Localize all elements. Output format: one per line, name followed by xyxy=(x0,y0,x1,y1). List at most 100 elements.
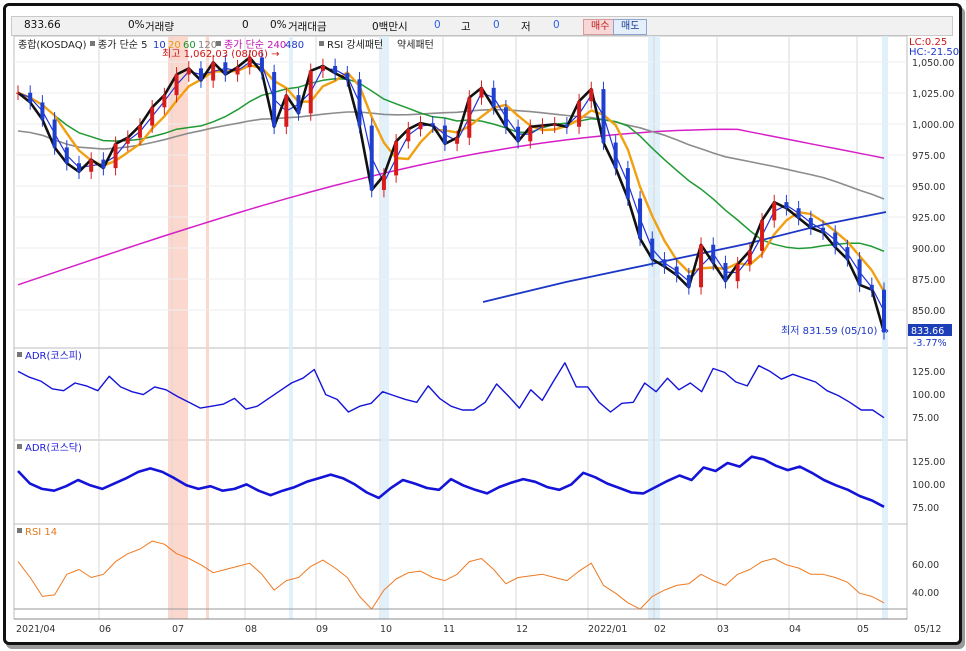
ma240-legend: 종가 단순 240 xyxy=(224,39,286,51)
price-ytick: 850.00 xyxy=(912,306,945,317)
candle-body xyxy=(137,125,142,138)
oscillator-lines xyxy=(17,362,885,610)
ma480-legend: 480 xyxy=(285,40,304,51)
x-tick: 11 xyxy=(443,624,455,635)
adr-kospi-marker xyxy=(17,352,22,357)
candle-body xyxy=(381,175,386,190)
adr-kosdaq-ytick: 75.00 xyxy=(912,503,939,514)
candle-body xyxy=(845,247,850,260)
candle-body xyxy=(223,62,228,75)
stock-chart: 종합(KOSDAQ) 종가 단순 5 10 20 60 120 종가 단순 24… xyxy=(13,35,959,635)
candle-body xyxy=(552,124,557,126)
candle-body xyxy=(369,125,374,190)
candle-body xyxy=(760,220,765,251)
volume-pct: 0% xyxy=(128,19,145,31)
volume-label: 거래량 xyxy=(145,21,174,33)
candle-body xyxy=(564,124,569,127)
adr-kosdaq-panel xyxy=(13,439,908,525)
x-tick: 06 xyxy=(99,624,111,635)
candle-body xyxy=(503,107,508,127)
x-tick: 04 xyxy=(789,624,801,635)
candle-body xyxy=(796,208,801,218)
candle-body xyxy=(162,95,167,108)
x-tick: 05 xyxy=(857,624,869,635)
candle-body xyxy=(272,72,277,127)
ma20-legend: 20 xyxy=(168,40,181,51)
ma60-legend: 60 xyxy=(183,40,196,51)
candle-body xyxy=(125,137,130,144)
x-tick: 02 xyxy=(654,624,666,635)
candle-body xyxy=(345,73,350,80)
candle-body xyxy=(442,125,447,144)
lc-label: LC:0.25 xyxy=(909,37,947,48)
candle-body xyxy=(28,92,33,103)
candle-body xyxy=(357,79,362,126)
price-ytick: 975.00 xyxy=(912,151,945,162)
candle-body xyxy=(198,68,203,81)
candle-body xyxy=(662,259,667,267)
candle-body xyxy=(406,129,411,142)
buy-button[interactable]: 매수 xyxy=(583,19,618,35)
high-value: 0 xyxy=(493,19,500,31)
candle-body xyxy=(723,262,728,282)
volume-value: 0 xyxy=(242,19,249,31)
price-ytick: 900.00 xyxy=(912,244,945,255)
ma60-line xyxy=(17,77,885,252)
candle-body xyxy=(686,275,691,288)
sell-button[interactable]: 매도 xyxy=(613,19,648,35)
candle-body xyxy=(101,159,106,169)
last-price-label: 833.66 xyxy=(911,326,944,337)
candle-body xyxy=(284,95,289,127)
rsi-ytick: 40.00 xyxy=(912,588,939,599)
candle-body xyxy=(808,217,813,228)
candle-body xyxy=(711,244,716,263)
candle-body xyxy=(40,102,45,120)
candle-body xyxy=(16,92,20,94)
low-annotation: 최저 831.59 (05/10) → xyxy=(781,325,889,337)
adr-kospi-title: ADR(코스피) xyxy=(25,350,82,362)
open-value: 0 xyxy=(434,19,441,31)
candle-body xyxy=(455,137,460,144)
x-tick: 10 xyxy=(380,624,392,635)
index-name-legend: 종합(KOSDAQ) xyxy=(18,39,87,51)
candle-body xyxy=(467,97,472,138)
chart-window: 833.66 0% 거래량 0 0% 거래대금 0백만시 0 고 0 저 0 매… xyxy=(3,3,962,645)
candle-body xyxy=(430,123,435,126)
candle-body xyxy=(174,74,179,96)
candle-body xyxy=(674,266,679,276)
candle-body xyxy=(613,142,618,169)
index-value: 833.66 xyxy=(24,19,61,31)
rsi-weak-legend: 약세패턴 xyxy=(397,39,434,51)
candle-body xyxy=(625,168,630,199)
candle-body xyxy=(747,250,752,265)
x-tick: 2022/01 xyxy=(588,624,627,635)
adr-kosdaq-title: ADR(코스닥) xyxy=(25,442,82,454)
ma-legend-label: 종가 단순 5 xyxy=(98,39,148,51)
candle-body xyxy=(650,238,655,260)
high-annotation: 최고 1,062.03 (08/06) → xyxy=(162,48,279,60)
highlight-band xyxy=(168,36,188,619)
rsi-pattern-marker xyxy=(319,41,324,46)
candle-body xyxy=(857,259,862,285)
candle-body xyxy=(150,107,155,126)
candle-body xyxy=(247,57,252,68)
ma120-line xyxy=(17,108,885,200)
candle-body xyxy=(211,62,216,81)
rsi-ytick: 60.00 xyxy=(912,560,939,571)
candle-body xyxy=(528,126,533,142)
candle-body xyxy=(516,126,521,142)
price-toolbar: 833.66 0% 거래량 0 0% 거래대금 0백만시 0 고 0 저 0 매… xyxy=(11,16,953,36)
high-label: 고 xyxy=(461,21,471,33)
adr-kosdaq-marker xyxy=(17,444,22,449)
candlesticks xyxy=(16,50,886,340)
candle-body xyxy=(491,87,496,108)
highlight-band xyxy=(289,36,293,619)
x-tick: 07 xyxy=(172,624,184,635)
candle-body xyxy=(76,163,81,172)
price-y-axis: 1,050.00 1,025.00 1,000.00 975.00 950.00… xyxy=(912,58,954,317)
ma240-line xyxy=(17,128,885,286)
candle-body xyxy=(833,232,838,248)
candle-body xyxy=(821,227,826,233)
candle-body xyxy=(320,65,325,71)
candle-body xyxy=(589,89,594,102)
